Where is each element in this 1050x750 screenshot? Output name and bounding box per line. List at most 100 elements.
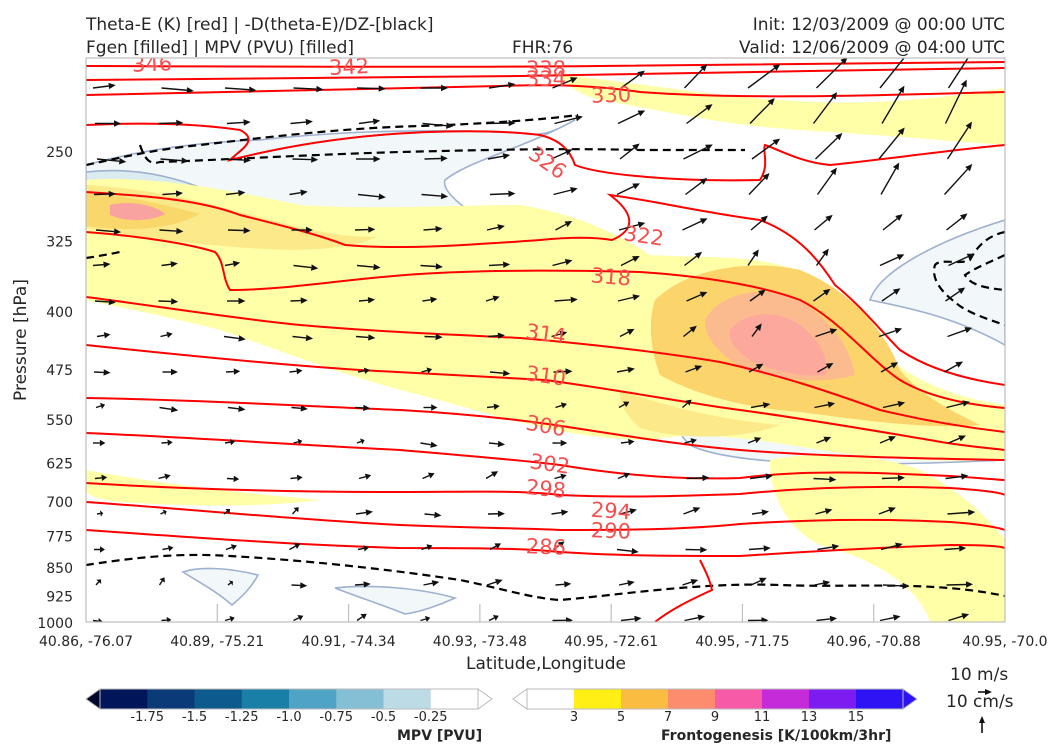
wind-arrow <box>292 334 314 342</box>
contour-label: 294 <box>590 498 632 525</box>
wind-arrow <box>357 193 386 200</box>
contour-label: 314 <box>524 319 567 348</box>
y-tick-label: 925 <box>46 590 73 606</box>
wind-arrow <box>420 441 438 448</box>
wind-arrow <box>555 220 573 231</box>
wind-arrow <box>554 473 567 480</box>
fgen-tick-label: 11 <box>753 710 771 725</box>
contour-label: 302 <box>528 449 571 478</box>
fgen-colorbar-swatch <box>762 689 810 709</box>
wind-arrow <box>420 263 443 270</box>
wind-arrow <box>814 401 836 409</box>
wind-arrow <box>421 544 433 551</box>
wind-arrow <box>227 227 251 234</box>
wind-arrow <box>683 144 713 160</box>
wind-arrow <box>748 363 764 373</box>
wind-arrow <box>617 472 631 480</box>
wind-arrow <box>355 334 376 341</box>
title-line-1: Theta-E (K) [red] | -D(theta-E)/DZ-[blac… <box>86 15 434 35</box>
fgen-tick-label: 3 <box>569 710 579 725</box>
wind-arrow <box>620 615 642 622</box>
wind-arrow <box>93 190 116 198</box>
wind-arrow <box>944 361 964 373</box>
wind-arrow <box>882 214 903 231</box>
wind-arrow <box>92 261 111 268</box>
mpv-tick-label: -1.5 <box>181 710 208 725</box>
wind-arrow <box>357 367 370 374</box>
wind-arrow <box>158 577 165 586</box>
wind-arrow <box>422 472 435 480</box>
wind-arrow <box>161 261 178 268</box>
wind-arrow <box>683 325 697 338</box>
wind-arrow <box>947 509 976 516</box>
y-axis: 250 325 400 475 550 625 700 775 850 925 1000 <box>37 145 73 632</box>
wind-arrow <box>487 332 505 339</box>
mpv-colorbar <box>85 688 493 710</box>
wind-arrow <box>685 365 703 373</box>
wind-arrow <box>159 406 179 413</box>
wind-arrow <box>684 251 703 267</box>
y-tick-label: 625 <box>46 456 73 472</box>
wind-arrow <box>291 405 308 412</box>
wind-arrow <box>947 58 969 89</box>
plot-frame <box>85 57 1006 623</box>
wind-arrow <box>293 438 303 445</box>
wind-arrow <box>289 543 301 551</box>
wind-arrow <box>420 84 449 92</box>
wind-arrow <box>817 362 834 373</box>
wind-arrow <box>684 438 697 445</box>
wind-arrow <box>750 215 768 231</box>
wind-arrow <box>617 294 641 302</box>
fgen-tick-label: 13 <box>800 710 818 725</box>
wind-arrow <box>486 578 503 586</box>
wind-arrow <box>160 509 167 516</box>
wind-arrow <box>813 288 831 302</box>
y-axis-label: Pressure [hPa] <box>11 279 31 401</box>
wind-arrow <box>616 548 639 555</box>
wind-arrow <box>552 617 574 622</box>
wind-arrow <box>551 149 573 160</box>
wind-arrow <box>489 369 511 377</box>
wind-arrow <box>358 473 372 480</box>
wind-arrow <box>161 439 173 446</box>
mpv-tick-label: -0.25 <box>413 710 448 725</box>
wind-arrow <box>880 362 899 373</box>
wind-arrow <box>881 85 905 124</box>
wind-arrow <box>747 249 759 266</box>
mpv-colorbar-swatch <box>430 689 479 709</box>
fgen-shading <box>86 75 1005 622</box>
wind-arrow <box>92 82 116 90</box>
contour-label: 334 <box>526 67 566 91</box>
wind-arrow <box>618 580 635 587</box>
wind-arrow <box>488 81 516 89</box>
wind-arrow <box>552 258 573 267</box>
wind-arrow <box>619 508 637 515</box>
wind-arrow <box>291 226 313 234</box>
wind-arrow <box>162 368 178 376</box>
wind-arrow <box>488 440 506 448</box>
wind-arrow <box>95 402 106 409</box>
x-tick-label: 40.86, -76.07 <box>39 634 133 650</box>
wind-arrow <box>289 189 308 196</box>
wind-arrow <box>620 255 640 267</box>
wind-arrow <box>95 120 122 127</box>
x-tick-label: 40.91, -74.34 <box>302 634 396 650</box>
wind-scale-arrows <box>978 689 992 733</box>
fgen-colorbar-swatch <box>621 689 669 709</box>
wind-arrow <box>355 509 373 516</box>
wind-arrow <box>95 579 102 586</box>
wind-arrow <box>879 436 896 444</box>
wind-arrow <box>554 115 583 125</box>
contour-label: 322 <box>622 221 665 250</box>
wind-arrow <box>619 328 635 338</box>
title-line-2: Fgen [filled] | MPV (PVU) [filled] <box>86 38 355 58</box>
wind-arrow <box>224 86 257 93</box>
wind-arrow <box>161 616 172 622</box>
wind-arrow <box>226 119 251 126</box>
wind-arrow <box>553 187 578 196</box>
wind-arrow <box>485 471 499 480</box>
wind-arrow <box>486 403 500 410</box>
wind-arrow <box>879 614 901 622</box>
y-tick-label: 775 <box>46 529 73 545</box>
wind-arrow <box>357 545 369 552</box>
